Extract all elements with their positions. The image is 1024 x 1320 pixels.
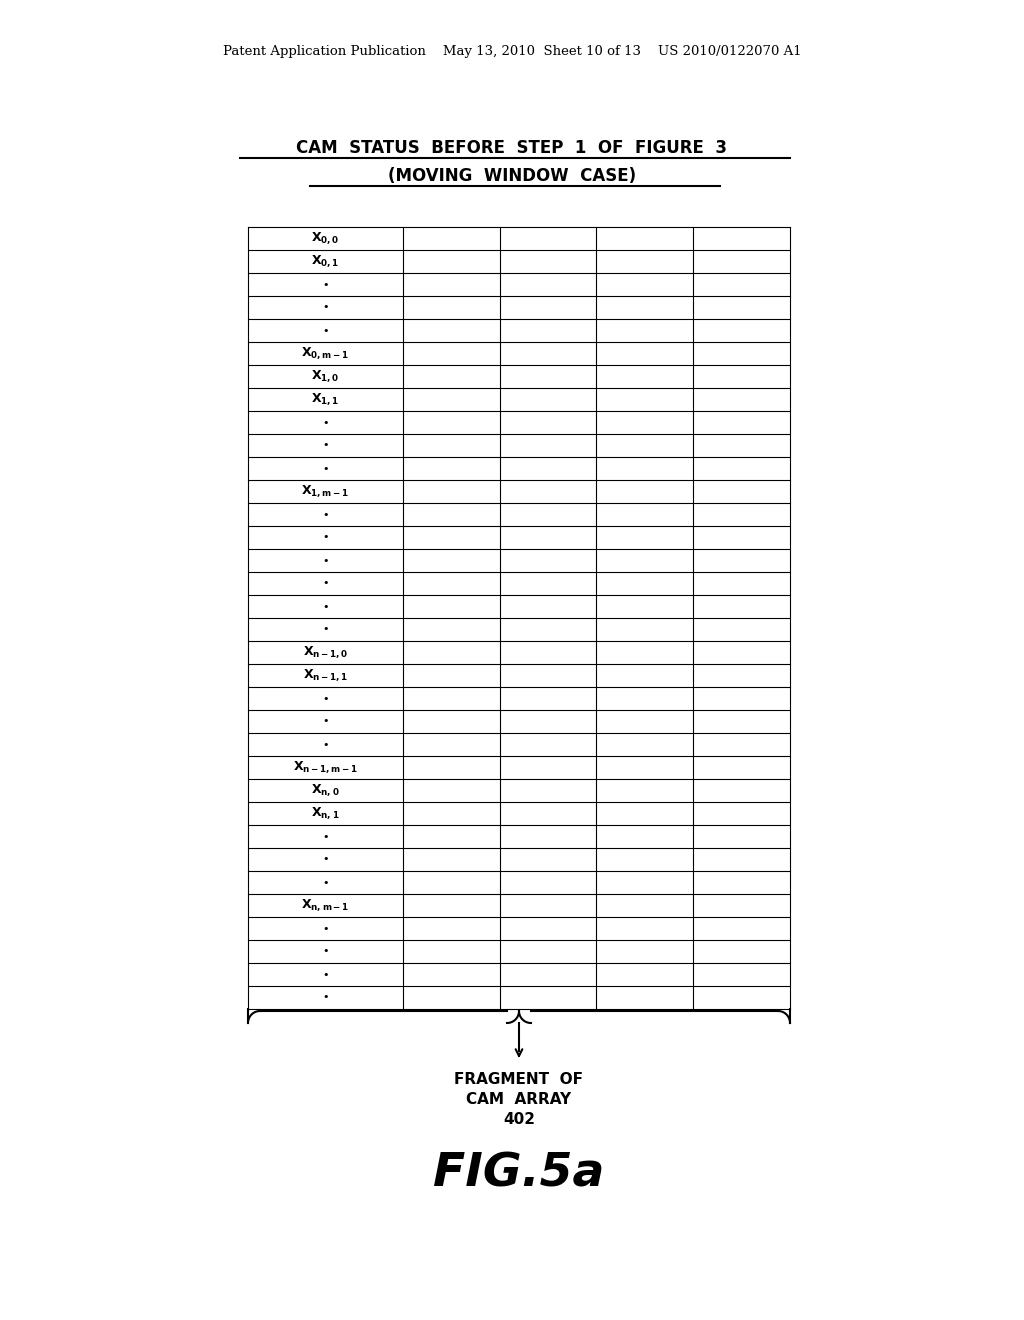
Text: $\mathbf{X_{0,m-1}}$: $\mathbf{X_{0,m-1}}$ [301, 346, 349, 362]
Text: •: • [323, 924, 329, 933]
Text: •: • [323, 463, 329, 474]
Text: $\mathbf{X_{n,0}}$: $\mathbf{X_{n,0}}$ [311, 783, 340, 799]
Text: $\mathbf{X_{n-1,0}}$: $\mathbf{X_{n-1,0}}$ [303, 644, 348, 660]
Text: 402: 402 [503, 1111, 535, 1126]
Text: •: • [323, 532, 329, 543]
Text: FRAGMENT  OF: FRAGMENT OF [455, 1072, 584, 1086]
Text: •: • [323, 510, 329, 520]
Text: $\mathbf{X_{n-1,m-1}}$: $\mathbf{X_{n-1,m-1}}$ [293, 759, 358, 775]
Text: •: • [323, 624, 329, 635]
Text: •: • [323, 878, 329, 887]
Text: $\mathbf{X_{1,1}}$: $\mathbf{X_{1,1}}$ [311, 392, 340, 408]
Text: $\mathbf{X_{0,0}}$: $\mathbf{X_{0,0}}$ [311, 231, 340, 247]
Text: •: • [323, 326, 329, 335]
Text: •: • [323, 441, 329, 450]
Text: •: • [323, 946, 329, 957]
Text: Patent Application Publication    May 13, 2010  Sheet 10 of 13    US 2010/012207: Patent Application Publication May 13, 2… [222, 45, 802, 58]
Text: CAM  ARRAY: CAM ARRAY [467, 1092, 571, 1106]
Text: •: • [323, 993, 329, 1002]
Text: $\mathbf{X_{n,m-1}}$: $\mathbf{X_{n,m-1}}$ [301, 898, 349, 913]
Text: $\mathbf{X_{0,1}}$: $\mathbf{X_{0,1}}$ [311, 253, 340, 269]
Text: •: • [323, 854, 329, 865]
Text: •: • [323, 717, 329, 726]
Text: (MOVING  WINDOW  CASE): (MOVING WINDOW CASE) [388, 168, 636, 185]
Text: •: • [323, 693, 329, 704]
Text: $\mathbf{X_{1,0}}$: $\mathbf{X_{1,0}}$ [311, 368, 340, 384]
Text: •: • [323, 832, 329, 842]
Text: •: • [323, 739, 329, 750]
Text: •: • [323, 280, 329, 289]
Text: •: • [323, 302, 329, 313]
Text: $\mathbf{X_{n-1,1}}$: $\mathbf{X_{n-1,1}}$ [303, 668, 348, 684]
Text: •: • [323, 556, 329, 565]
Text: •: • [323, 602, 329, 611]
Text: $\mathbf{X_{n,1}}$: $\mathbf{X_{n,1}}$ [311, 805, 340, 821]
Text: CAM  STATUS  BEFORE  STEP  1  OF  FIGURE  3: CAM STATUS BEFORE STEP 1 OF FIGURE 3 [297, 139, 727, 157]
Text: •: • [323, 969, 329, 979]
Text: $\mathbf{X_{1,m-1}}$: $\mathbf{X_{1,m-1}}$ [301, 483, 349, 499]
Text: •: • [323, 578, 329, 589]
Text: FIG.5a: FIG.5a [433, 1151, 605, 1196]
Text: •: • [323, 417, 329, 428]
